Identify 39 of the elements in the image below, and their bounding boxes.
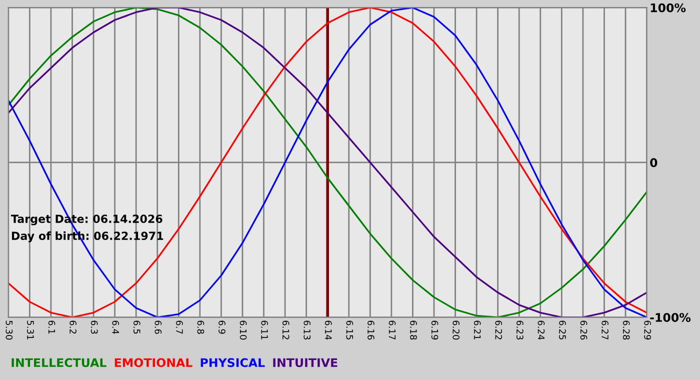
x-tick-label: 6.1	[48, 320, 56, 334]
x-tick-label: 6.17	[388, 320, 396, 340]
x-tick-label: 6.23	[516, 320, 524, 340]
x-tick-label: 6.7	[176, 320, 183, 334]
x-tick-label: 6.26	[580, 320, 588, 340]
x-tick-label: 6.14	[324, 320, 332, 340]
x-tick-label: 6.3	[90, 320, 98, 334]
x-tick-label: 6.11	[261, 320, 268, 340]
x-tick-label: 6.24	[538, 320, 545, 340]
line-series	[8, 8, 647, 318]
x-tick-label: 6.21	[474, 320, 481, 340]
text: EMOTIONAL	[114, 358, 192, 368]
x-tick-label: 6.27	[602, 320, 608, 340]
text: INTUITIVE	[273, 358, 338, 368]
x-tick-label: 6.10	[240, 320, 247, 340]
x-tick-label: 6.13	[304, 320, 311, 340]
x-tick-label: 6.8	[197, 320, 204, 334]
y-tick-label: 0	[650, 158, 658, 168]
x-tick-label: 6.19	[431, 320, 438, 340]
text: PHYSICAL	[200, 358, 265, 368]
text: INTELLECTUAL	[12, 358, 106, 368]
x-tick-label: 6.18	[410, 320, 417, 340]
x-tick-label: 6.22	[495, 320, 502, 340]
x-tick-label: 6.4	[112, 320, 120, 334]
x-tick-label: 6.6	[154, 320, 162, 334]
y-tick-label: 100%	[650, 3, 686, 12]
x-tick-label: 6.25	[559, 320, 566, 340]
x-tick-label: 6.9	[218, 320, 226, 334]
y-tick-label: -100%	[650, 313, 691, 322]
x-tick-label: 6.20	[452, 320, 460, 340]
x-tick-label: 5.31	[27, 320, 34, 340]
x-tick-label: 6.15	[346, 320, 354, 340]
x-tick-label: 5.30	[6, 320, 13, 340]
x-tick-label: 6.5	[133, 320, 140, 334]
x-tick-label: 6.2	[70, 320, 76, 334]
x-tick-label: 6.12	[282, 320, 290, 340]
x-tick-label: 6.28	[622, 320, 630, 340]
x-tick-label: 6.16	[368, 320, 374, 340]
x-tick-label: 6.29	[644, 320, 652, 340]
